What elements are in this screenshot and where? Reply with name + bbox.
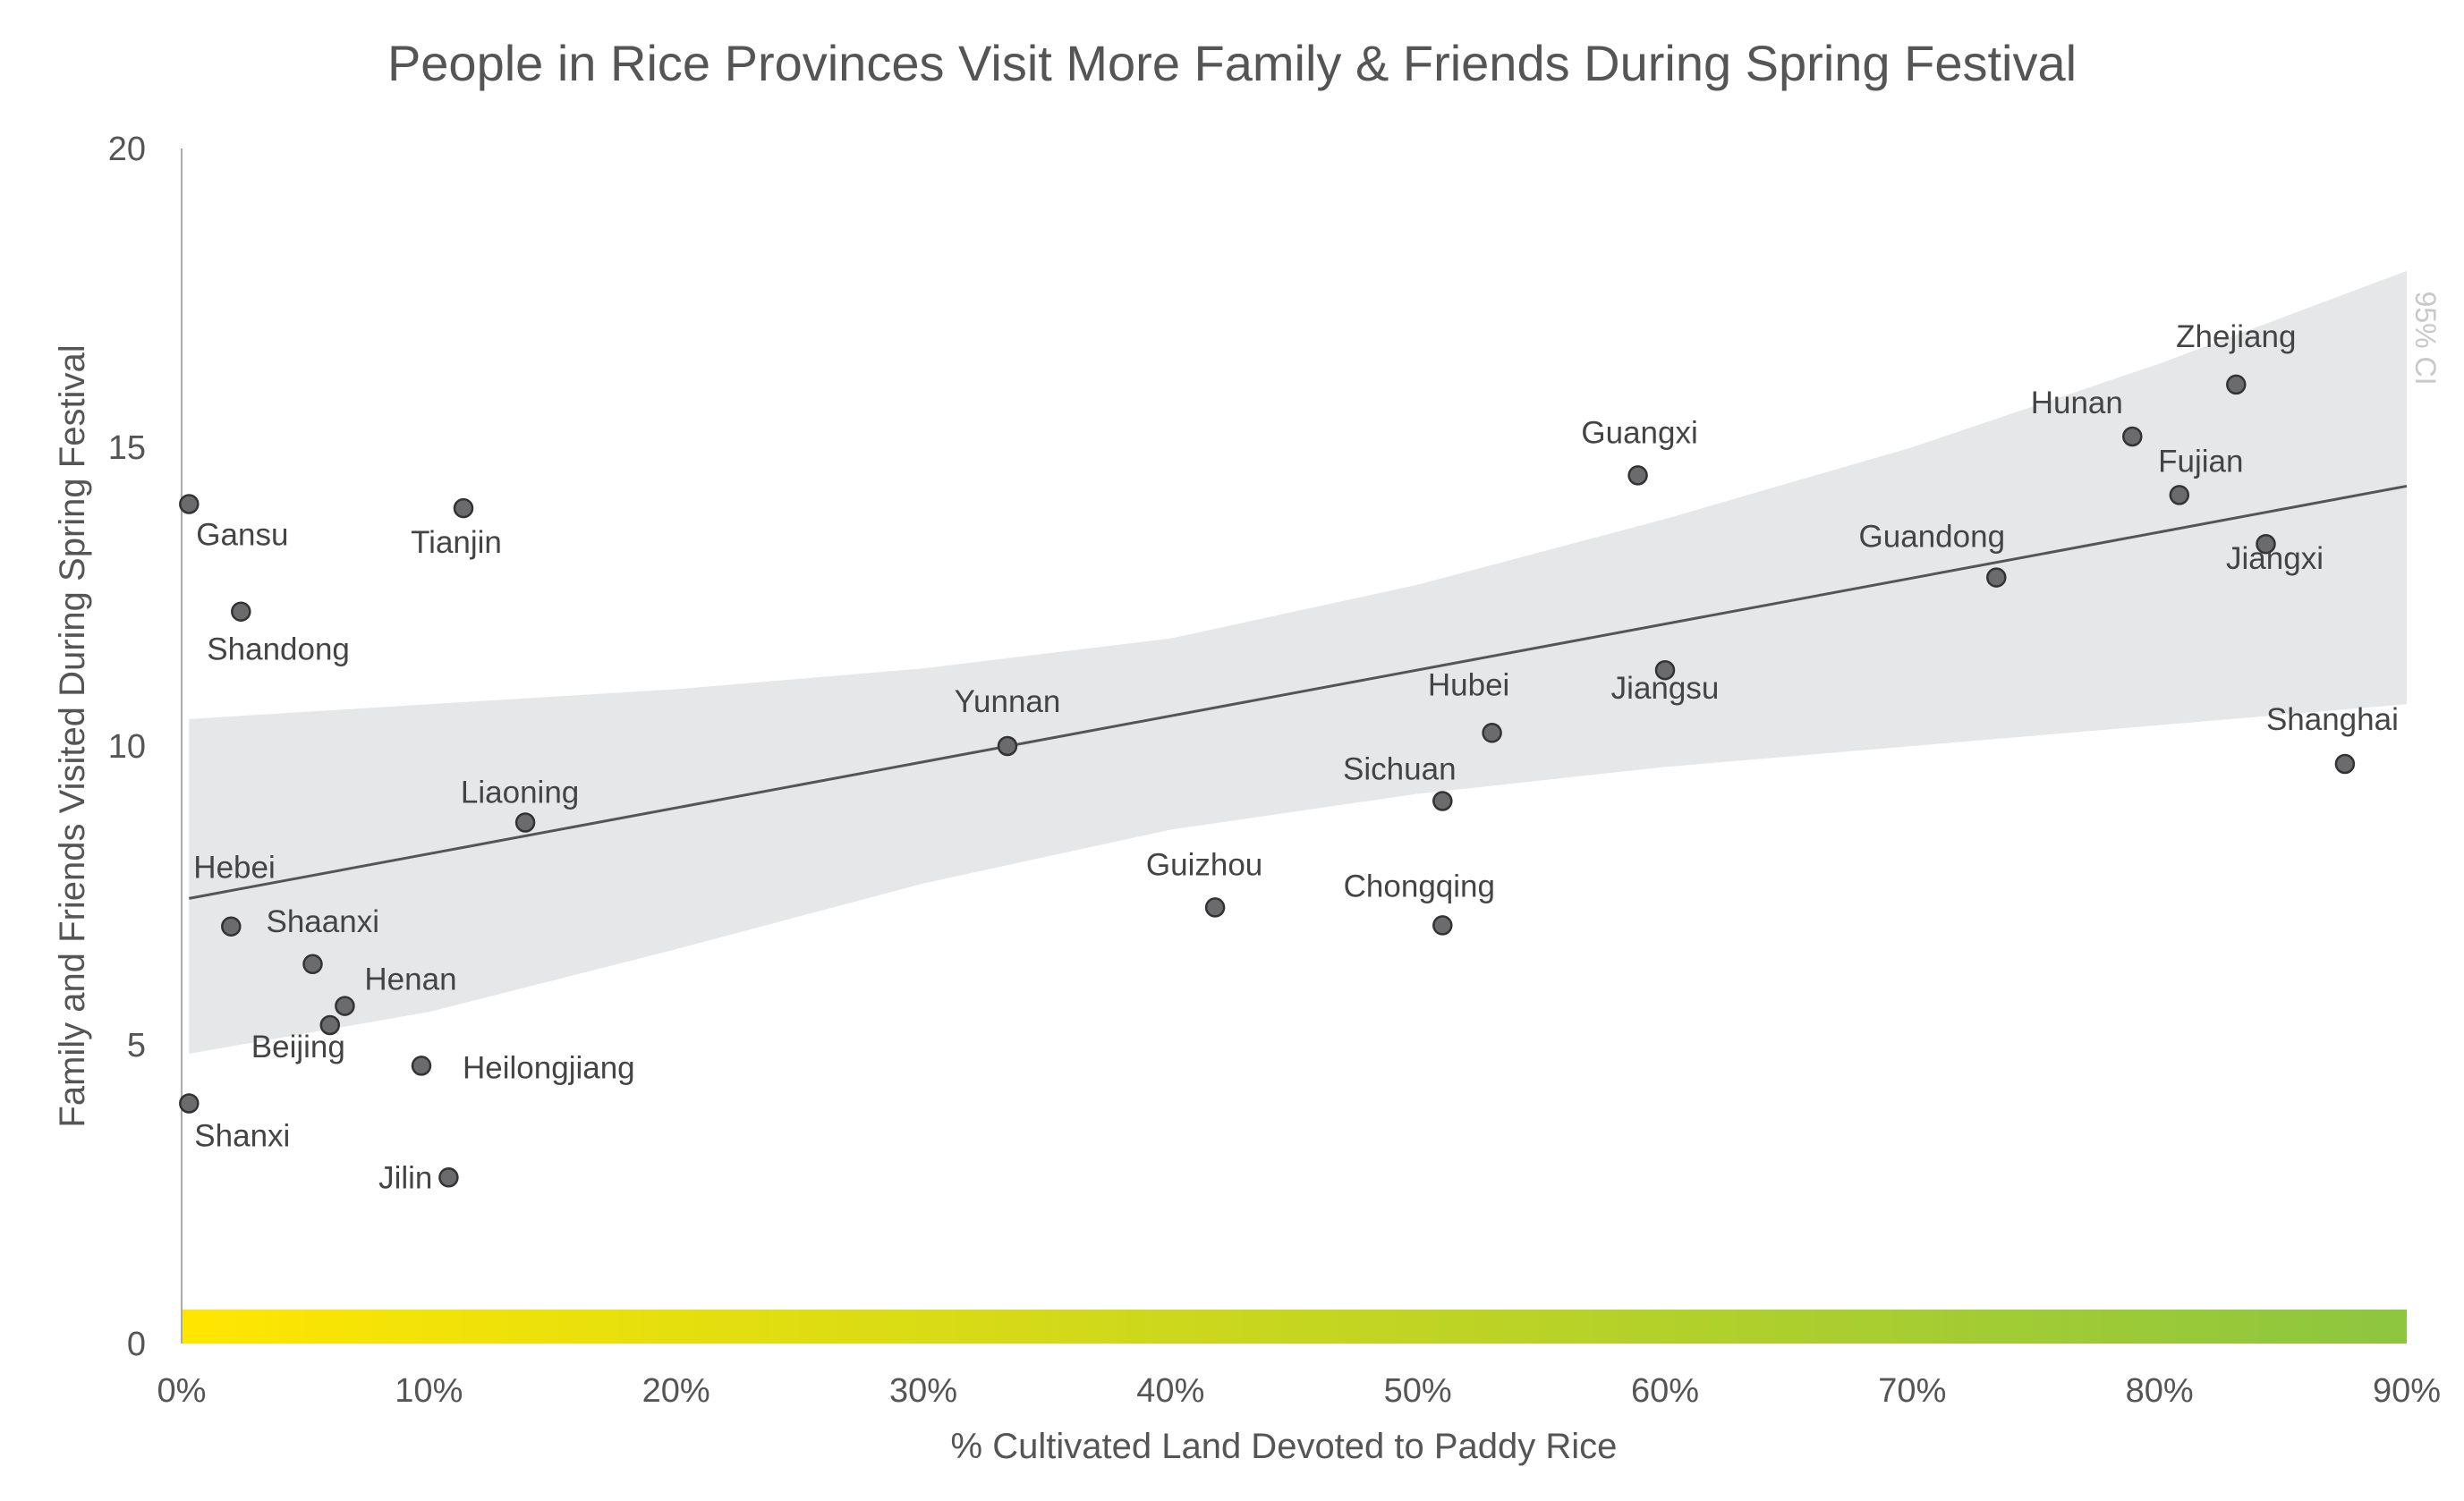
point-label: Sichuan (1343, 752, 1456, 787)
x-tick-label: 40% (1136, 1372, 1204, 1410)
data-point[interactable] (2122, 426, 2143, 447)
data-point[interactable] (2226, 374, 2247, 395)
confidence-band-layer (189, 270, 2407, 1054)
point-label: Heilongjiang (463, 1050, 635, 1085)
point-label: Hebei (193, 851, 275, 886)
point-label: Liaoning (461, 776, 579, 810)
data-point[interactable] (453, 497, 474, 519)
data-points-layer (179, 374, 2356, 1188)
data-point[interactable] (997, 735, 1018, 757)
point-label: Tianjin (411, 525, 502, 560)
x-tick-label: 10% (395, 1372, 463, 1410)
point-label: Jiangsu (1611, 671, 1720, 706)
data-point[interactable] (335, 996, 355, 1016)
x-tick-label: 90% (2373, 1372, 2441, 1410)
point-label: Zhejiang (2176, 319, 2296, 354)
data-point[interactable] (302, 954, 323, 975)
point-label: Fujian (2158, 444, 2243, 479)
x-tick-label: 60% (1631, 1372, 1699, 1410)
data-point[interactable] (1654, 659, 1676, 681)
data-point[interactable] (1432, 915, 1453, 936)
x-axis-label: % Cultivated Land Devoted to Paddy Rice (951, 1427, 1618, 1466)
data-point[interactable] (179, 494, 200, 514)
x-tick-label: 50% (1384, 1372, 1452, 1410)
data-point[interactable] (319, 1014, 341, 1036)
data-point[interactable] (411, 1056, 432, 1076)
data-point[interactable] (231, 601, 251, 622)
data-point[interactable] (1986, 567, 2007, 588)
data-point[interactable] (179, 1093, 200, 1114)
point-label: Beijing (251, 1030, 345, 1064)
y-tick-label: 15 (108, 429, 146, 467)
y-tick-label: 20 (108, 131, 146, 168)
point-label: Guangxi (1581, 415, 1697, 450)
chart-title: People in Rice Provinces Visit More Fami… (387, 35, 2077, 91)
x-tick-label: 20% (642, 1372, 710, 1410)
ci-label: 95% CI (2409, 292, 2442, 386)
data-point[interactable] (1204, 897, 1226, 918)
point-label: Shaanxi (267, 904, 379, 939)
y-tick-label: 10 (108, 728, 146, 766)
rice-gradient-bar (182, 1310, 2407, 1344)
x-tick-label: 80% (2126, 1372, 2194, 1410)
x-tick-label: 0% (157, 1372, 207, 1410)
point-label: Guandong (1859, 520, 2005, 555)
data-point[interactable] (1432, 791, 1453, 811)
trend-line-layer (189, 484, 2408, 900)
x-tick-label: 70% (1878, 1372, 1946, 1410)
data-point[interactable] (1627, 465, 1648, 486)
point-label: Shanghai (2266, 702, 2399, 737)
data-point[interactable] (1482, 723, 1502, 743)
data-point[interactable] (438, 1167, 459, 1188)
point-label: Jilin (378, 1160, 432, 1195)
trend-line (189, 484, 2408, 900)
point-label: Shanxi (194, 1119, 290, 1154)
point-label: Shandong (207, 632, 350, 667)
x-tick-label: 30% (889, 1372, 957, 1410)
data-point[interactable] (2256, 533, 2276, 555)
confidence-band (189, 270, 2407, 1054)
point-label: Henan (364, 963, 456, 997)
data-point[interactable] (514, 812, 536, 833)
data-point[interactable] (221, 916, 242, 937)
point-label: Jiangxi (2226, 541, 2324, 576)
data-point[interactable] (2169, 485, 2190, 505)
point-label: Hubei (1428, 667, 1509, 702)
point-label: Hunan (2031, 386, 2123, 420)
point-labels-layer: Gansu Tianjin Shandong Liaoning Hebei Shaanxi… (193, 319, 2399, 1195)
point-label: Guizhou (1146, 847, 1262, 882)
data-point[interactable] (2334, 753, 2356, 775)
point-label: Gansu (196, 518, 288, 553)
y-axis-label: Family and Friends Visited During Spring… (53, 344, 92, 1127)
y-tick-label: 5 (127, 1027, 146, 1064)
point-label: Yunnan (955, 684, 1061, 719)
point-label: Chongqing (1344, 869, 1495, 903)
y-tick-label: 0 (127, 1326, 146, 1363)
axis-layer: 0% 10% 20% 30% 40% 50% 60% 70% 80% 90% 0 5 10 15 20 (108, 131, 2441, 1410)
